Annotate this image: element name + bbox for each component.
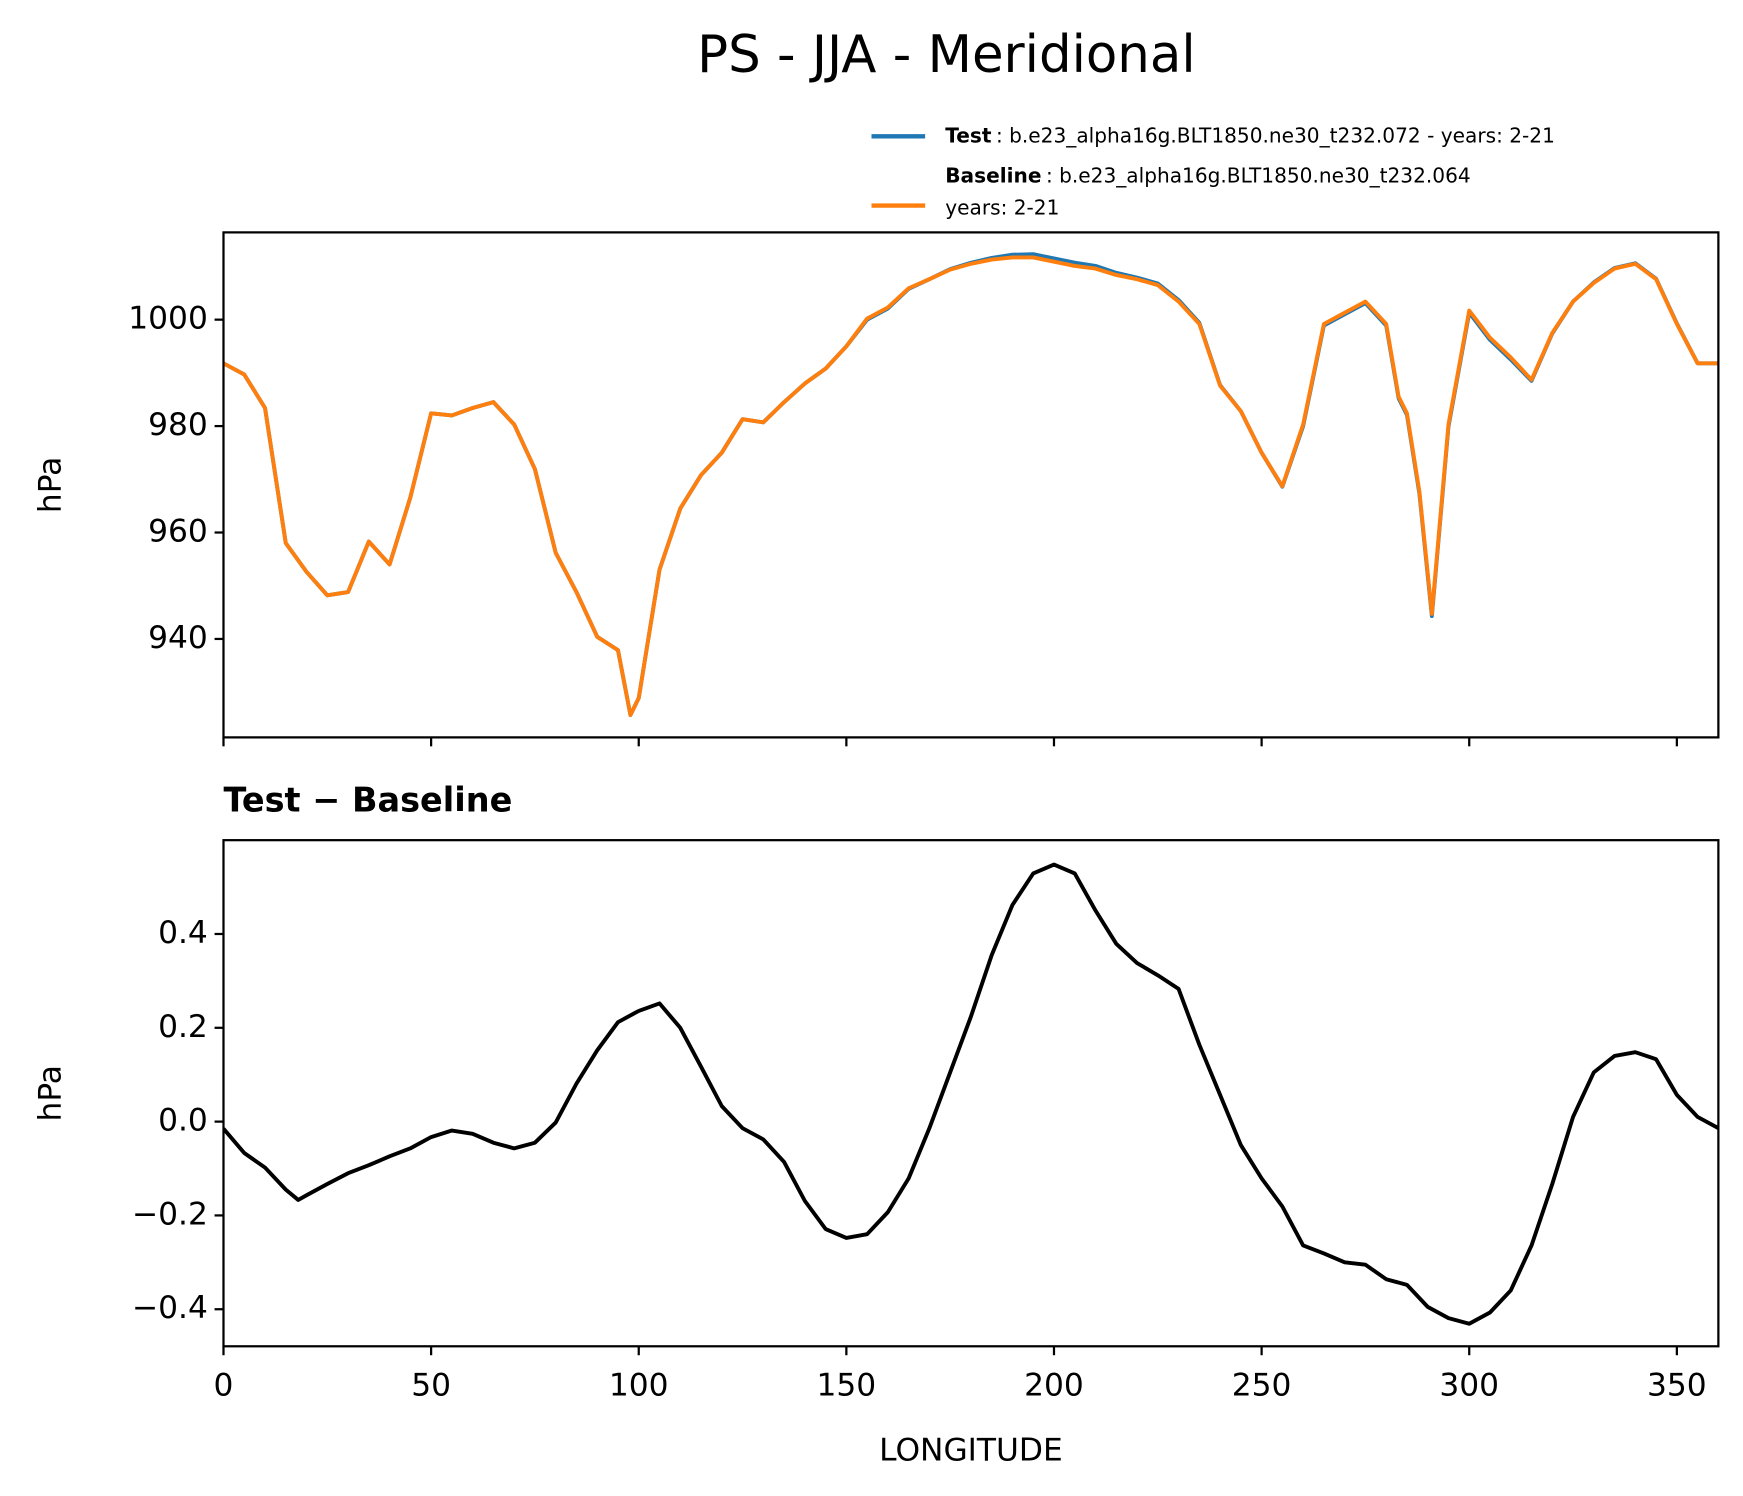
legend-label: Test: b.e23_alpha16g.BLT1850.ne30_t232.0… xyxy=(945,123,1555,147)
y-tick-label: 980 xyxy=(148,407,208,443)
y-tick-label: 1000 xyxy=(128,301,208,337)
x-tick-label: 50 xyxy=(411,1368,451,1404)
x-tick-label: 200 xyxy=(1024,1368,1084,1404)
legend-name: Baseline xyxy=(945,163,1041,187)
legend-description: years: 2-21 xyxy=(945,195,1059,219)
legend-description: : b.e23_alpha16g.BLT1850.ne30_t232.064 xyxy=(1046,163,1471,187)
figure-title: PS - JJA - Meridional xyxy=(697,25,1196,85)
y-axis-label: hPa xyxy=(32,1065,68,1121)
y-tick-label: 0.0 xyxy=(158,1103,208,1139)
y-tick-label: 960 xyxy=(148,514,208,550)
y-tick-label: 0.2 xyxy=(158,1009,208,1045)
x-tick-label: 150 xyxy=(817,1368,877,1404)
x-tick-label: 300 xyxy=(1439,1368,1499,1404)
y-tick-label: 0.4 xyxy=(158,915,208,951)
axes-frame xyxy=(222,231,1720,739)
series-line xyxy=(223,255,1719,717)
y-tick-label: 940 xyxy=(148,620,208,656)
x-tick-label: 350 xyxy=(1647,1368,1707,1404)
axes-frame xyxy=(222,839,1720,1348)
x-tick-label: 100 xyxy=(609,1368,669,1404)
x-tick-label: 250 xyxy=(1232,1368,1292,1404)
series-line xyxy=(223,862,1719,1326)
legend-name: Test xyxy=(945,123,992,147)
x-tick-label: 0 xyxy=(214,1368,234,1404)
y-tick-label: −0.4 xyxy=(132,1290,208,1326)
legend-description: : b.e23_alpha16g.BLT1850.ne30_t232.072 -… xyxy=(996,123,1555,147)
y-axis-label: hPa xyxy=(32,457,68,513)
axes-title: Test − Baseline xyxy=(223,781,512,820)
y-tick-label: −0.2 xyxy=(132,1196,208,1232)
x-axis-label: LONGITUDE xyxy=(879,1432,1063,1468)
legend-label: Baseline: b.e23_alpha16g.BLT1850.ne30_t2… xyxy=(945,163,1470,187)
